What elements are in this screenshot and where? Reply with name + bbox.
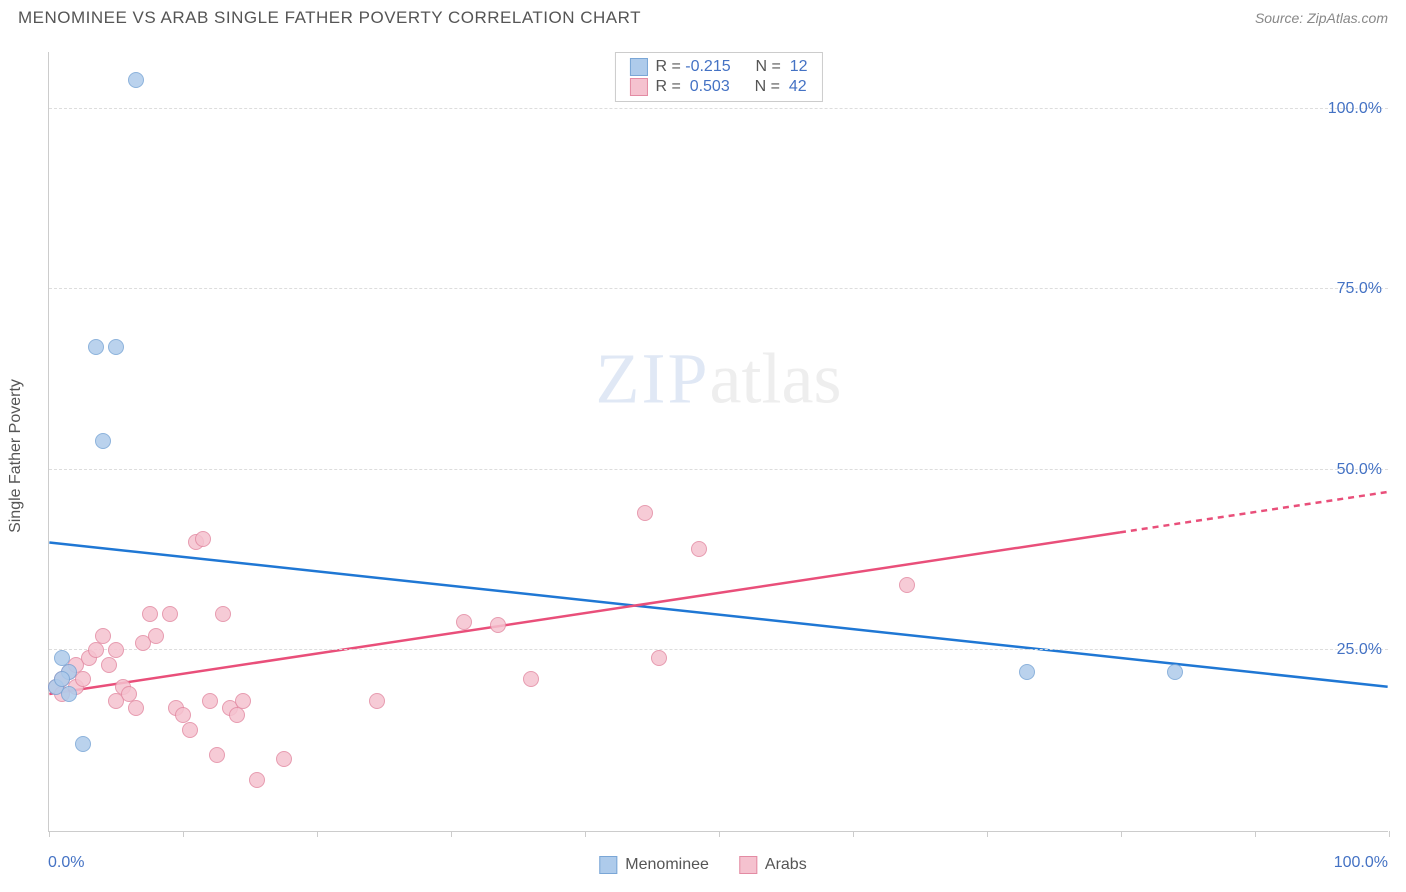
arabs-point bbox=[101, 657, 117, 673]
menominee-point bbox=[1019, 664, 1035, 680]
x-tick bbox=[853, 831, 854, 837]
source-label: Source: ZipAtlas.com bbox=[1255, 10, 1388, 26]
y-tick-label: 25.0% bbox=[1337, 641, 1382, 659]
arabs-point bbox=[215, 606, 231, 622]
legend-item-arabs: Arabs bbox=[739, 856, 807, 874]
x-tick bbox=[317, 831, 318, 837]
menominee-point bbox=[75, 736, 91, 752]
legend-correlation: R = -0.215 N = 12 R = 0.503 N = 42 bbox=[614, 52, 822, 102]
x-tick bbox=[1255, 831, 1256, 837]
x-tick bbox=[49, 831, 50, 837]
r-label: R = bbox=[655, 78, 680, 95]
trend-lines bbox=[49, 52, 1388, 831]
arabs-point bbox=[202, 693, 218, 709]
legend-swatch-menominee bbox=[629, 58, 647, 76]
x-tick bbox=[183, 831, 184, 837]
n-value-menominee: 12 bbox=[790, 58, 808, 75]
arabs-point bbox=[88, 642, 104, 658]
plot-area: ZIPatlas R = -0.215 N = 12 R = 0.503 N =… bbox=[48, 52, 1388, 832]
arabs-point bbox=[128, 700, 144, 716]
n-label: N = bbox=[756, 58, 781, 75]
arabs-point bbox=[209, 747, 225, 763]
menominee-point bbox=[88, 339, 104, 355]
x-tick bbox=[451, 831, 452, 837]
n-label: N = bbox=[755, 78, 780, 95]
arabs-point bbox=[235, 693, 251, 709]
legend-row-arabs: R = 0.503 N = 42 bbox=[629, 77, 807, 97]
watermark-atlas: atlas bbox=[710, 339, 842, 419]
gridline bbox=[49, 288, 1388, 289]
menominee-point bbox=[61, 686, 77, 702]
y-axis-title: Single Father Poverty bbox=[7, 379, 25, 533]
menominee-point bbox=[1167, 664, 1183, 680]
menominee-point bbox=[95, 433, 111, 449]
arabs-point bbox=[162, 606, 178, 622]
r-value-menominee: -0.215 bbox=[685, 58, 730, 75]
x-tick bbox=[585, 831, 586, 837]
arabs-point bbox=[651, 650, 667, 666]
gridline bbox=[49, 469, 1388, 470]
legend-label-menominee: Menominee bbox=[625, 856, 709, 874]
arabs-point bbox=[182, 722, 198, 738]
arabs-point bbox=[195, 531, 211, 547]
x-tick bbox=[987, 831, 988, 837]
x-axis-min-label: 0.0% bbox=[48, 854, 84, 872]
legend-swatch-arabs bbox=[629, 78, 647, 96]
y-tick-label: 100.0% bbox=[1328, 100, 1382, 118]
y-tick-label: 50.0% bbox=[1337, 461, 1382, 479]
x-tick bbox=[719, 831, 720, 837]
arabs-point bbox=[148, 628, 164, 644]
r-value-arabs: 0.503 bbox=[690, 78, 730, 95]
arabs-point bbox=[369, 693, 385, 709]
arabs-point bbox=[899, 577, 915, 593]
gridline bbox=[49, 108, 1388, 109]
arabs-point bbox=[276, 751, 292, 767]
watermark: ZIPatlas bbox=[596, 338, 842, 421]
x-tick bbox=[1121, 831, 1122, 837]
arabs-point bbox=[95, 628, 111, 644]
watermark-zip: ZIP bbox=[596, 339, 710, 419]
x-tick bbox=[1389, 831, 1390, 837]
legend-swatch-menominee bbox=[599, 856, 617, 874]
legend-item-menominee: Menominee bbox=[599, 856, 709, 874]
chart-title: MENOMINEE VS ARAB SINGLE FATHER POVERTY … bbox=[18, 8, 641, 28]
arabs-point bbox=[490, 617, 506, 633]
legend-series: Menominee Arabs bbox=[599, 856, 806, 874]
arabs-point bbox=[249, 772, 265, 788]
arabs-point bbox=[523, 671, 539, 687]
arabs-point bbox=[142, 606, 158, 622]
arabs-point bbox=[108, 642, 124, 658]
legend-swatch-arabs bbox=[739, 856, 757, 874]
n-value-arabs: 42 bbox=[789, 78, 807, 95]
arabs-point bbox=[456, 614, 472, 630]
y-tick-label: 75.0% bbox=[1337, 280, 1382, 298]
menominee-point bbox=[128, 72, 144, 88]
r-label: R = bbox=[655, 58, 680, 75]
arabs-point bbox=[691, 541, 707, 557]
arabs-point bbox=[229, 707, 245, 723]
chart-container: Single Father Poverty ZIPatlas R = -0.21… bbox=[0, 32, 1406, 880]
arabs-point bbox=[637, 505, 653, 521]
legend-row-menominee: R = -0.215 N = 12 bbox=[629, 57, 807, 77]
x-axis-max-label: 100.0% bbox=[1334, 854, 1388, 872]
menominee-point bbox=[108, 339, 124, 355]
legend-label-arabs: Arabs bbox=[765, 856, 807, 874]
gridline bbox=[49, 649, 1388, 650]
